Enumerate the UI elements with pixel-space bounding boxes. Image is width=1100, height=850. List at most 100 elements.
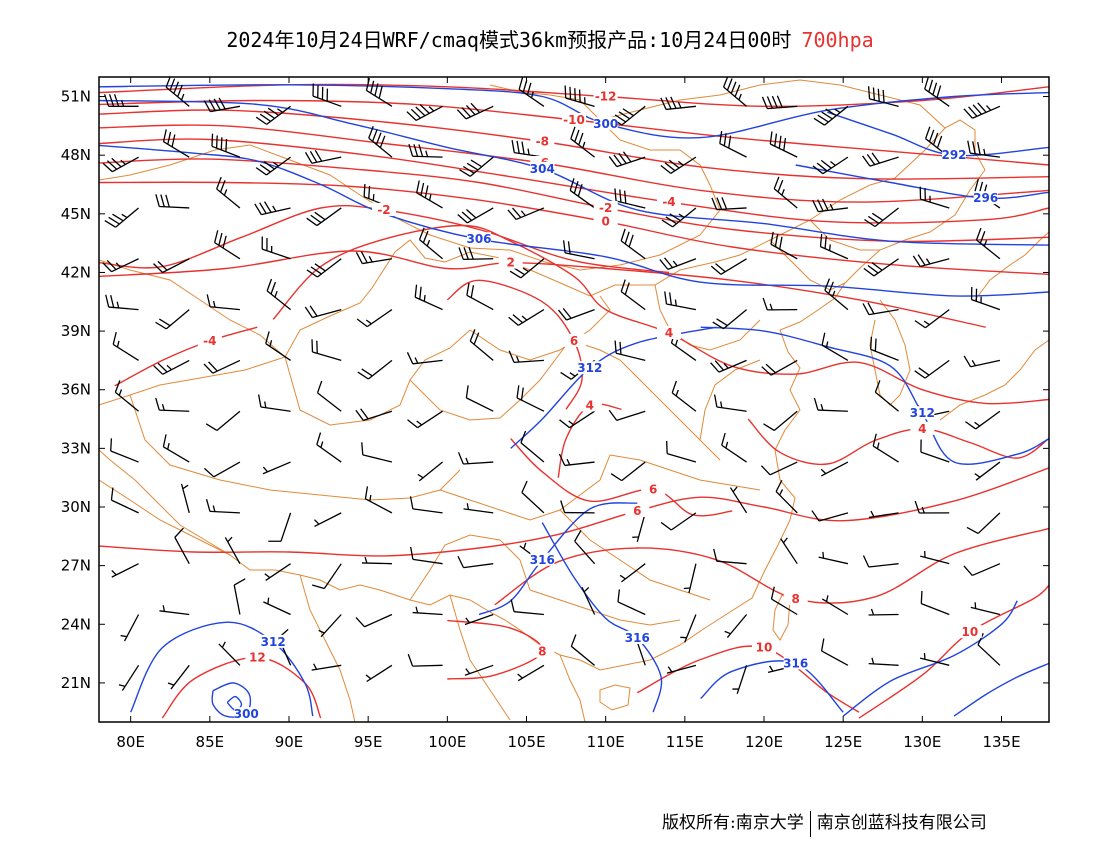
wind-barb-117 [559,410,595,429]
wind-barb-111 [257,394,291,412]
wind-barb-213 [868,657,899,666]
wind-barb-215 [977,633,1001,666]
taiwan [772,594,791,641]
temperature-contour-7 [99,204,670,274]
province-yunnan [409,534,531,601]
y-axis: 51N 48N 45N 42N 39N 36N 33N 30N 27N 24N 21N [61,88,1049,692]
temperature-contour-14 [99,467,1049,557]
wind-barb-98 [508,350,544,364]
height-contour-4 [795,164,1049,200]
height-label-2: 306 [466,232,491,246]
wind-barb-115 [465,385,494,412]
kazakh2 [99,259,286,358]
wind-barb-192 [724,614,748,638]
wind-barb-186 [412,606,443,616]
wind-barb-152 [521,480,545,514]
temperature-contour-10 [272,224,1049,405]
wind-barb-36 [104,207,140,228]
footer-separator [809,810,811,837]
wind-barb-80 [508,309,545,326]
wind-barb-22 [304,149,342,164]
wind-barb-138 [721,432,747,463]
temperature-label-8: -4 [203,334,216,348]
wind-barb-141 [872,433,899,463]
vietnam [559,654,586,722]
temperature-label-bg-0 [593,89,618,103]
wind-barb-40 [306,207,342,227]
wind-barb-164 [224,536,241,564]
wind-barb-90 [112,331,139,361]
wind-barb-161 [966,512,1001,535]
wind-barb-171 [574,529,596,565]
wind-barb-133 [457,452,494,465]
x-tick-label-11: 135E [982,733,1020,751]
height-label-0: 300 [593,117,618,131]
wind-barb-204 [407,654,443,667]
wind-barb-200 [218,641,241,666]
temperature-label-bg-14 [625,503,650,517]
title-main: 2024年10月24日WRF/cmaq模式36km预报产品:10月24日00时 [226,28,792,52]
japan [939,339,1049,421]
temperature-label-5: -2 [599,201,612,215]
pressure-level: 700hpa [801,28,874,52]
wind-barb-177 [862,555,899,568]
height-contour-1 [99,99,1049,246]
wind-barb-106 [914,359,950,379]
wind-barb-131 [361,442,393,463]
temperature-label-0: -12 [595,90,617,104]
wind-barb-183 [263,597,291,616]
wind-barb-48 [711,197,747,211]
wind-barb-145 [180,483,190,514]
y-tick-label-9: 24N [61,615,91,633]
wind-barb-146 [205,499,240,514]
wind-barb-134 [520,430,545,463]
temperature-label-11: 4 [918,422,926,436]
wind-barb-69 [863,258,899,277]
wind-barb-62 [509,258,545,279]
wind-barb-86 [824,278,849,311]
height-label-bg-4 [973,191,998,205]
wind-barb-51 [864,207,899,228]
map-frame [98,76,1050,723]
height-label-5: 312 [910,406,935,420]
temperature-contour-8 [114,326,258,387]
x-tick-label-1: 85E [196,733,225,751]
y-tick-label-7: 30N [61,498,91,516]
wind-barb-81 [558,307,595,321]
wind-barb-92 [203,359,241,374]
y-tick-label-3: 42N [61,263,91,281]
x-tick-label-10: 130E [903,733,941,751]
wind-barb-120 [713,394,747,412]
wind-barb-28 [608,151,646,168]
wind-barb-38 [216,176,241,209]
wind-barb-123 [874,380,899,412]
temperature-contour-6 [99,181,1049,276]
wind-barb-56 [214,230,241,260]
y-tick-label-4: 39N [61,322,91,340]
wind-barb-104 [821,332,849,361]
temperature-label-2: -8 [536,135,549,149]
wind-barb-66 [710,258,747,275]
province-sichuan [439,454,611,521]
wind-barb-144 [110,487,139,514]
temperature-label-16: 8 [791,592,799,606]
height-contour-10 [130,621,314,717]
wind-barb-63 [562,240,595,260]
temperature-label-bg-17 [530,644,555,658]
wind-barb-125 [965,410,1001,430]
temperature-label-bg-12 [562,333,586,347]
wind-barb-121 [763,410,798,432]
myanmar [299,574,356,722]
height-contour-12 [226,695,243,711]
wind-barb-176 [818,551,849,565]
wind-barb-94 [311,339,342,362]
height-label-bg-8 [530,552,555,566]
wind-barb-203 [365,664,393,683]
wind-barb-212 [820,638,849,666]
wind-barb-45 [569,178,595,209]
wind-barb-178 [920,551,950,565]
height-label-4: 296 [973,191,998,205]
wind-barb-20 [211,133,241,158]
wind-barb-172 [619,563,646,583]
